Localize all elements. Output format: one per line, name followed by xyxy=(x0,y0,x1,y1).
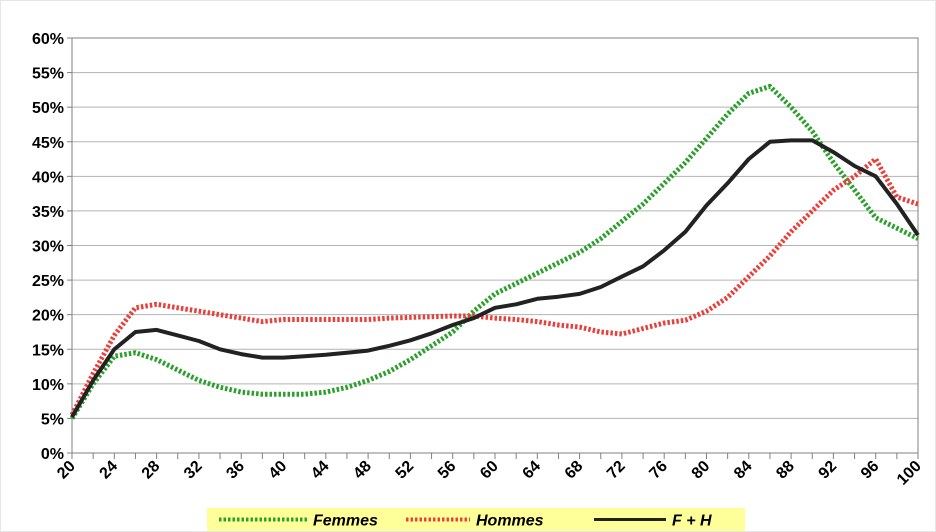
x-axis-ticks: 20 24 28 32 36 40 44 48 52 56 60 64 68 72 76 80 84 88 92 96… xyxy=(54,453,925,489)
legend-label: Femmes xyxy=(313,513,378,530)
x-tick-label: 92 xyxy=(816,458,841,483)
x-tick-label: 28 xyxy=(139,458,164,483)
series-line-hommes xyxy=(69,156,919,417)
y-tick-label: 0% xyxy=(41,446,64,463)
y-tick-label: 20% xyxy=(32,308,64,325)
series-line-femmes xyxy=(69,83,920,420)
y-tick-label: 15% xyxy=(32,342,64,359)
x-tick-label: 44 xyxy=(308,458,333,483)
x-tick-label: 36 xyxy=(223,458,248,483)
legend: Femmes Hommes F + H xyxy=(207,508,745,531)
y-tick-label: 40% xyxy=(32,169,64,186)
x-tick-label: 84 xyxy=(731,458,756,483)
x-tick-label: 100 xyxy=(894,458,925,489)
legend-background xyxy=(207,508,745,531)
gridlines xyxy=(72,37,918,454)
legend-label: F + H xyxy=(672,513,712,530)
y-tick-label: 25% xyxy=(32,273,64,290)
x-tick-label: 24 xyxy=(97,458,122,483)
x-tick-label: 96 xyxy=(858,458,883,483)
x-tick-label: 72 xyxy=(604,458,629,483)
x-tick-label: 52 xyxy=(393,458,418,483)
x-tick-label: 40 xyxy=(266,458,291,483)
x-tick-label: 56 xyxy=(435,458,460,483)
legend-label: Hommes xyxy=(476,513,544,530)
x-tick-label: 76 xyxy=(646,458,671,483)
y-axis-ticks: 0% 5% 10% 15% 20% 25% 30% 35% 40% 45% 50% 55% 60% xyxy=(32,31,72,463)
y-tick-label: 50% xyxy=(32,100,64,117)
series-lines xyxy=(69,83,920,420)
x-tick-label: 60 xyxy=(477,458,502,483)
x-tick-label: 80 xyxy=(689,458,714,483)
y-tick-label: 10% xyxy=(32,377,64,394)
y-tick-label: 5% xyxy=(41,411,64,428)
y-tick-label: 30% xyxy=(32,239,64,256)
y-tick-label: 60% xyxy=(32,31,64,48)
y-tick-label: 55% xyxy=(32,66,64,83)
y-tick-label: 35% xyxy=(32,204,64,221)
x-tick-label: 88 xyxy=(773,458,798,483)
y-tick-label: 45% xyxy=(32,135,64,152)
x-tick-label: 68 xyxy=(562,458,587,483)
x-tick-label: 64 xyxy=(520,458,545,483)
x-tick-label: 32 xyxy=(181,458,206,483)
series-line-f-h xyxy=(70,138,920,419)
x-tick-label: 48 xyxy=(350,458,375,483)
